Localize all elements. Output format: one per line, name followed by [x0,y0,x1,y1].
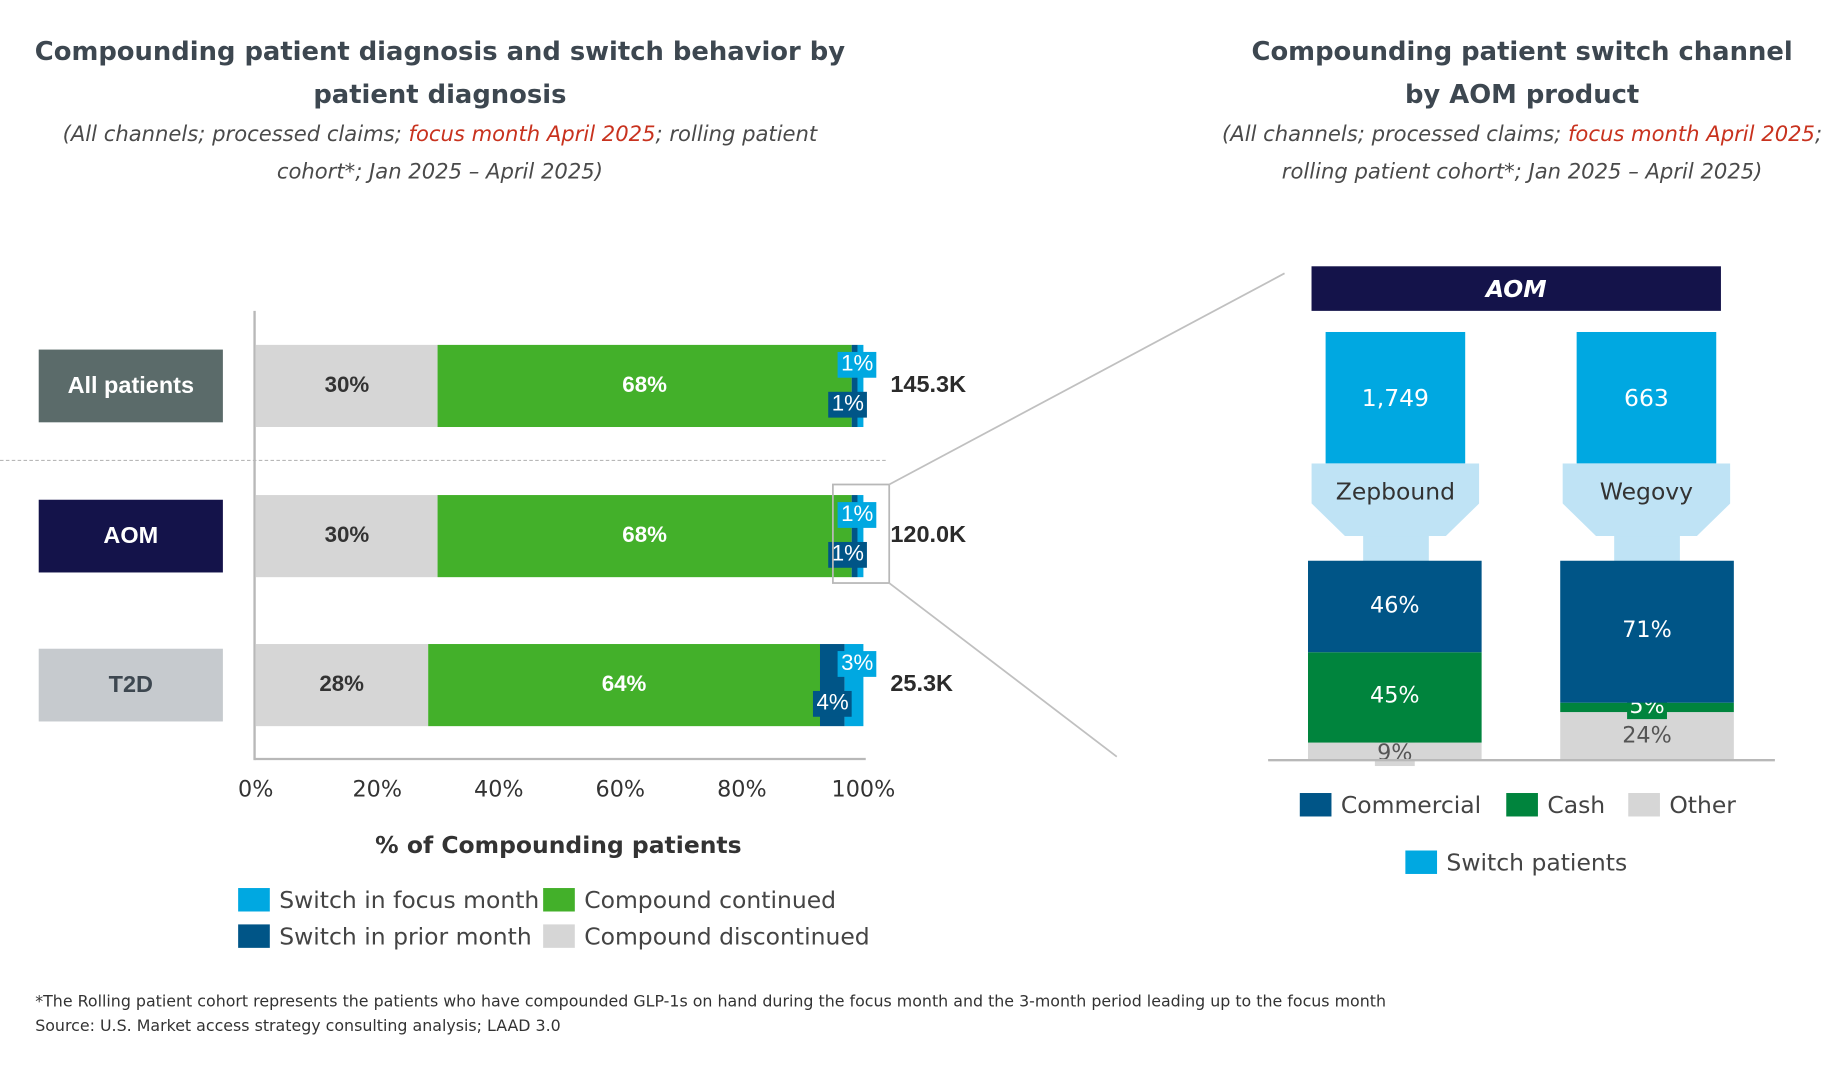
legend-swatch [1506,793,1538,817]
product-label-wegovy: Wegovy [1562,463,1731,537]
data-label: 9% [1308,739,1482,766]
legend-other: Other [1628,791,1736,819]
bar-segment-commercial [1308,560,1482,653]
data-label-switch-prior: 1% [828,391,868,418]
subtitle-text: ; rolling patient cohort*; Jan 2025 – Ap… [1281,122,1823,185]
data-label-text: 46% [1370,592,1420,619]
bar-segment: 30% [255,495,439,578]
x-tick-label: 0% [238,776,274,803]
legend-label: Switch in focus month [279,885,540,914]
bar-segment-commercial [1560,560,1734,703]
legend-discontinued: Compound discontinued [543,922,870,950]
legend-swatch [543,924,575,948]
right-title: Compounding patient switch channel by AO… [1251,37,1793,111]
left-subtitle: (All channels; processed claims; focus m… [23,116,856,191]
focus-month: focus month April 2025 [1567,122,1816,147]
data-label-switch-focus: 3% [837,651,877,677]
legend-label: Cash [1547,790,1606,819]
footnote: *The Rolling patient cohort represents t… [35,992,1386,1012]
data-label: 46% [1308,593,1482,619]
baseline [1268,758,1775,762]
legend-switch-patients: Switch patients [1405,848,1627,876]
data-label-switch-prior: 4% [812,690,853,717]
legend-cash: Cash [1506,791,1605,819]
legend-continued: Compound continued [543,886,836,914]
bar-segment [851,495,858,578]
data-label: 71% [1560,617,1734,643]
x-tick-label: 80% [717,776,767,803]
legend-label: Compound discontinued [584,922,870,951]
product-label-zepbound: Zepbound [1311,463,1480,537]
bar-segment [857,495,864,578]
legend-swatch [1628,793,1660,817]
legend-swatch [1405,850,1438,874]
data-label-switch-focus: 1% [837,351,877,378]
bar-segment [851,344,858,428]
legend-swatch [238,924,270,948]
total-label: 145.3K [890,371,967,398]
bar-segment: 28% [255,644,428,727]
legend-label: Compound continued [584,885,837,914]
legend-label: Switch patients [1446,848,1628,877]
switch-patients-bar: 663 [1576,331,1717,464]
row-label-aom: AOM [38,499,223,573]
total-label: 25.3K [890,671,953,697]
bar-segment-other [1560,712,1734,761]
data-label-text: 45% [1370,683,1420,710]
data-label: 45% [1308,683,1482,709]
legend-swatch [543,888,575,912]
legend-label: Commercial [1340,790,1482,819]
aom-header: AOM [1311,266,1721,311]
bar-segment: 64% [427,644,821,727]
x-axis-label: % of Compounding patients [375,830,742,859]
right-subtitle: (All channels; processed claims; focus m… [1220,116,1824,191]
bar-segment: 68% [438,495,852,578]
data-label: 24% [1560,722,1734,748]
legend-swatch [238,888,270,912]
switch-patients-bar: 1,749 [1325,331,1466,464]
bar-segment-cash [1308,652,1482,743]
row-label-t2d: T2D [38,648,223,722]
product-connector [1614,533,1680,562]
subtitle-text: ; rolling patient cohort*; Jan 2025 – Ap… [276,122,818,185]
legend-switch-prior: Switch in prior month [238,922,532,950]
legend-switch-focus: Switch in focus month [238,886,539,914]
data-label-switch-prior: 1% [828,541,868,568]
x-axis [253,757,866,761]
source: Source: U.S. Market access strategy cons… [35,1017,561,1036]
data-label-text: 24% [1622,722,1672,748]
bar-segment: 68% [438,344,852,428]
bar-segment [857,344,864,428]
bar-segment: 30% [255,344,439,428]
subtitle-text: (All channels; processed claims; [1222,122,1568,147]
x-tick-label: 20% [352,776,403,803]
legend-label: Other [1669,790,1736,819]
data-label-text: 9% [1374,739,1415,766]
x-tick-label: 40% [474,776,524,803]
legend-commercial: Commercial [1299,790,1482,819]
subtitle-text: (All channels; processed claims; [62,122,409,147]
x-tick-label: 60% [595,776,646,803]
legend-label: Switch in prior month [279,922,532,951]
row-label-all-patients: All patients [38,349,223,423]
divider [0,459,886,462]
x-tick-label: 100% [831,776,896,803]
left-title: Compounding patient diagnosis and switch… [34,37,846,111]
product-connector [1363,533,1429,562]
y-axis [253,310,256,761]
focus-month: focus month April 2025 [408,122,656,147]
data-label-switch-focus: 1% [837,502,877,528]
total-label: 120.0K [890,522,967,548]
data-label-text: 71% [1622,617,1672,644]
legend-swatch [1299,793,1332,817]
